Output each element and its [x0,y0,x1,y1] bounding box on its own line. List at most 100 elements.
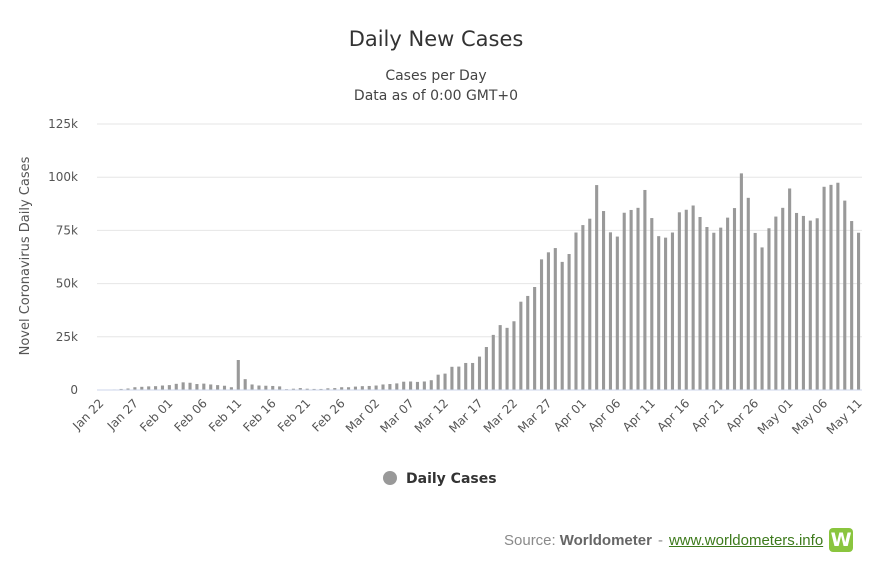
bar[interactable] [415,381,420,390]
bar[interactable] [229,387,233,390]
bar[interactable] [381,384,385,390]
bar[interactable] [629,209,633,390]
bar[interactable] [622,212,626,390]
bar[interactable] [533,287,537,390]
bar[interactable] [298,388,302,390]
bar[interactable] [333,388,337,390]
bar[interactable] [739,173,743,390]
bar[interactable] [595,185,599,390]
bar[interactable] [546,252,550,390]
bar[interactable] [222,385,227,390]
bar[interactable] [257,385,261,390]
bar[interactable] [326,388,330,390]
bar[interactable] [539,259,544,390]
bar[interactable] [360,386,364,390]
legend-label[interactable]: Daily Cases [406,471,497,487]
bar[interactable] [657,236,661,390]
bar[interactable] [526,295,530,390]
bar[interactable] [691,205,695,391]
bar[interactable] [767,228,771,390]
bar[interactable] [340,387,344,390]
bar[interactable] [684,209,688,390]
bar[interactable] [677,212,681,390]
bar[interactable] [815,218,819,390]
bar[interactable] [443,373,447,390]
bar[interactable] [705,227,709,390]
bar[interactable] [374,385,378,390]
bar[interactable] [857,232,861,390]
source-link[interactable]: www.worldometers.info [668,531,824,549]
bar[interactable] [395,383,399,390]
bar[interactable] [650,218,654,390]
bar[interactable] [464,362,468,390]
bar[interactable] [794,212,799,390]
bar[interactable] [312,388,316,390]
bar[interactable] [353,386,357,390]
bar[interactable] [402,381,406,390]
bar[interactable] [119,388,123,390]
bar[interactable] [664,237,668,390]
bar[interactable] [450,366,454,390]
bar[interactable] [195,384,199,390]
bar[interactable] [602,211,606,390]
bar[interactable] [457,366,461,390]
bar[interactable] [560,261,564,390]
bar[interactable] [429,380,433,390]
bar[interactable] [167,385,171,390]
bar[interactable] [236,360,240,390]
bar[interactable] [319,388,323,390]
bar[interactable] [732,208,737,390]
bar[interactable] [202,383,206,390]
bar[interactable] [505,327,509,390]
bar[interactable] [471,362,475,390]
bar[interactable] [512,321,516,390]
bar[interactable] [126,388,130,390]
bar[interactable] [615,236,619,390]
bar[interactable] [719,227,723,390]
bar[interactable] [643,189,647,390]
bar[interactable] [216,385,220,390]
bar[interactable] [477,356,482,390]
bar[interactable] [347,387,351,390]
bar[interactable] [154,386,158,390]
bar[interactable] [588,218,592,390]
bar[interactable] [698,216,702,390]
bar[interactable] [140,386,144,390]
bar[interactable] [271,385,275,390]
bar[interactable] [774,216,778,390]
bar[interactable] [808,220,812,390]
bar[interactable] [278,386,282,390]
bar[interactable] [581,225,585,390]
bar[interactable] [608,232,612,390]
bar[interactable] [133,387,137,390]
bar[interactable] [409,381,413,390]
bar[interactable] [829,184,833,390]
legend[interactable]: Daily Cases [383,471,497,487]
bar[interactable] [836,182,840,390]
bar[interactable] [209,384,213,390]
bar[interactable] [726,217,730,390]
bar[interactable] [264,385,268,390]
bar[interactable] [484,347,488,390]
bar[interactable] [243,379,247,390]
bar[interactable] [188,382,192,390]
bar[interactable] [553,248,557,390]
bar[interactable] [670,232,675,390]
bar[interactable] [712,232,716,390]
bar[interactable] [822,186,826,390]
bar[interactable] [788,188,792,390]
bar[interactable] [843,200,847,390]
bar[interactable] [181,382,185,390]
bar[interactable] [636,207,640,390]
bar[interactable] [753,232,757,390]
bar[interactable] [760,247,764,390]
bar[interactable] [567,254,571,390]
bar[interactable] [850,221,854,390]
bar[interactable] [147,386,151,390]
bar[interactable] [436,374,440,390]
bar[interactable] [491,334,495,390]
bar[interactable] [498,325,502,390]
bar[interactable] [801,215,805,390]
bar[interactable] [746,197,750,390]
bar[interactable] [160,385,165,390]
